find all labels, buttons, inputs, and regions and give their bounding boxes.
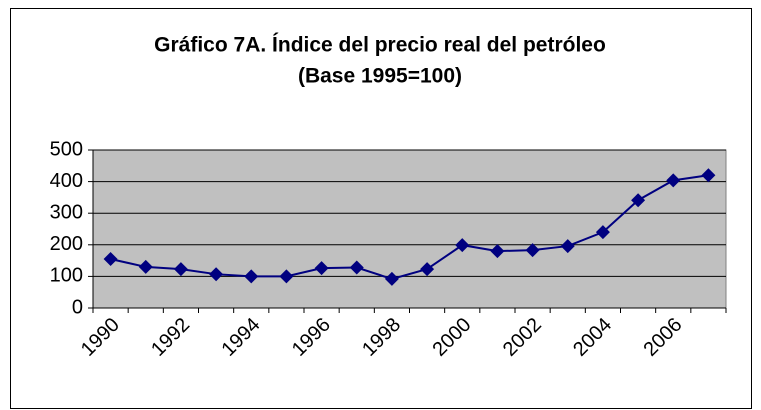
marker xyxy=(701,168,716,183)
marker xyxy=(173,262,188,277)
marker xyxy=(490,244,505,259)
y-tick-label: 400 xyxy=(50,170,83,192)
marker xyxy=(349,260,364,275)
marker xyxy=(138,259,153,274)
y-tick-label: 100 xyxy=(50,265,83,287)
y-tick-label: 500 xyxy=(50,138,83,160)
marker xyxy=(631,193,646,208)
y-tick-label: 0 xyxy=(72,296,83,318)
marker xyxy=(455,238,470,253)
marker xyxy=(525,243,540,258)
marker xyxy=(279,269,294,284)
marker xyxy=(384,271,399,286)
marker xyxy=(666,173,681,188)
marker xyxy=(244,269,259,284)
y-tick-label: 300 xyxy=(50,201,83,223)
chart-subtitle: (Base 1995=100) xyxy=(298,65,462,88)
marker xyxy=(595,225,610,240)
marker xyxy=(103,252,118,267)
marker xyxy=(420,262,435,277)
plot-area xyxy=(92,149,727,309)
marker xyxy=(209,267,224,282)
y-tick-label: 200 xyxy=(50,233,83,255)
marker xyxy=(314,261,329,276)
marker xyxy=(560,239,575,254)
chart-title: Gráfico 7A. Índice del precio real del p… xyxy=(154,34,606,57)
